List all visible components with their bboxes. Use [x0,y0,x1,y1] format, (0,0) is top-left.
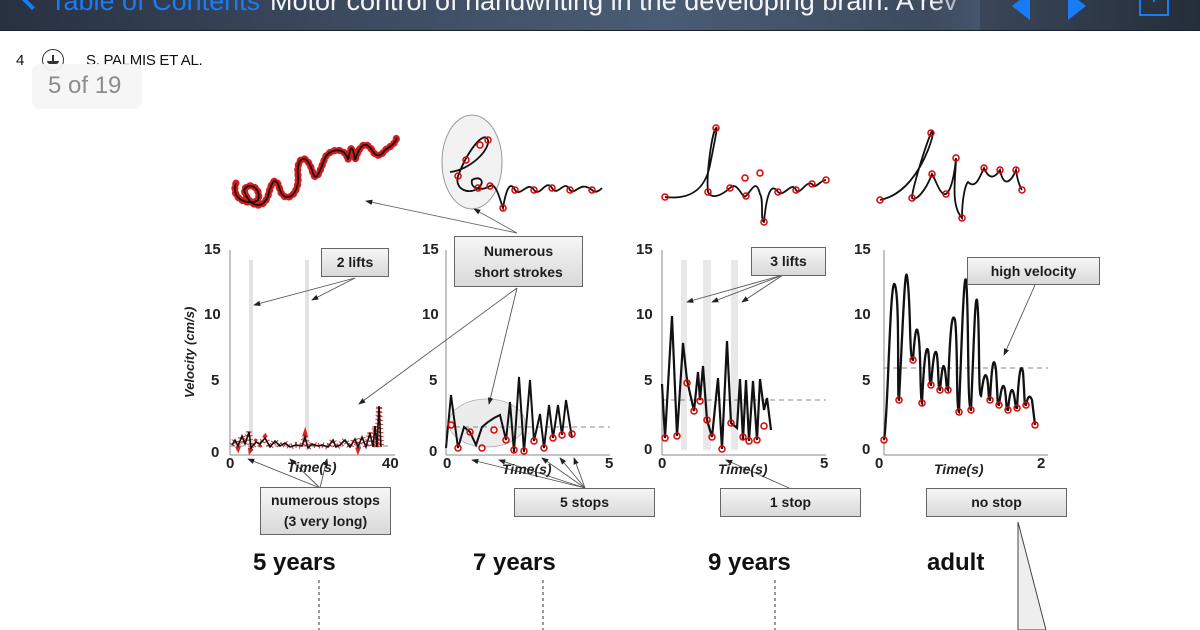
callout-numerous-stops: numerous stops (3 very long) [260,487,391,535]
y-tick-5: 5 [211,372,220,389]
x-tick-min: 0 [658,455,667,472]
handwriting-5-years [231,134,400,209]
x-tick-min: 0 [875,455,884,472]
y-tick-0: 0 [862,441,871,458]
y-axis-label: Velocity (cm/s) [182,306,197,398]
x-axis-label: Time(s) [718,461,768,477]
y-tick-0: 0 [429,443,438,460]
next-page-icon[interactable] [1068,0,1086,20]
chart-5-years-axes [229,250,395,456]
age-label-9-years: 9 years [708,549,791,576]
x-tick-min: 0 [443,455,452,472]
callout-2-lifts: 2 lifts [321,248,389,277]
reader-toolbar: Table of Contents Motor control of handw… [0,0,1200,31]
x-axis-label: Time(s) [934,461,984,477]
callout-3-lifts: 3 lifts [751,247,826,276]
y-tick-10: 10 [422,306,439,323]
handwriting-7-years [449,136,603,212]
y-tick-10: 10 [204,306,221,323]
chart-9-years-axes [661,250,826,456]
running-head-page-number: 4 [16,51,25,69]
table-of-contents-link[interactable]: Table of Contents [50,0,261,16]
callout-no-stop: no stop [926,488,1067,517]
x-tick-max: 5 [605,455,614,472]
title-fade [930,0,980,30]
x-tick-max: 40 [382,455,399,472]
x-axis-label: Time(s) [287,459,337,475]
x-tick-max: 2 [1037,455,1046,472]
y-tick-15: 15 [636,241,653,258]
y-tick-5: 5 [644,372,653,389]
y-tick-10: 10 [636,306,653,323]
x-tick-max: 5 [820,455,829,472]
previous-page-icon[interactable] [1012,0,1030,20]
y-tick-5: 5 [429,372,438,389]
age-label-5-years: 5 years [253,549,336,576]
y-tick-15: 15 [422,241,439,258]
y-tick-15: 15 [204,241,221,258]
age-label-7-years: 7 years [473,549,556,576]
highlight-ellipse [441,114,503,210]
y-tick-15: 15 [854,241,871,258]
callout-numerous-short-strokes: Numerous short strokes [454,236,583,287]
callout-high-velocity: high velocity [967,257,1100,285]
handwriting-9-years [661,124,830,226]
y-tick-0: 0 [644,441,653,458]
handwriting-adult [876,129,1026,222]
callout-5-stops: 5 stops [514,488,655,517]
callout-line: Numerous [483,242,554,259]
chart-adult-axes [883,250,1048,456]
y-tick-0: 0 [211,444,220,461]
callout-1-stop: 1 stop [720,488,861,517]
share-icon[interactable] [1139,0,1169,16]
y-tick-10: 10 [854,306,871,323]
callout-line: short strokes [474,263,563,280]
page-indicator: 5 of 19 [32,64,142,109]
callout-line: numerous stops [271,492,380,508]
age-label-adult: adult [927,549,985,576]
x-tick-min: 0 [226,455,235,472]
callout-line: (3 very long) [283,513,368,529]
x-axis-label: Time(s) [502,461,552,477]
document-title: Motor control of handwriting in the deve… [270,0,958,16]
chart-7-years-axes [445,250,610,456]
y-tick-5: 5 [862,372,871,389]
